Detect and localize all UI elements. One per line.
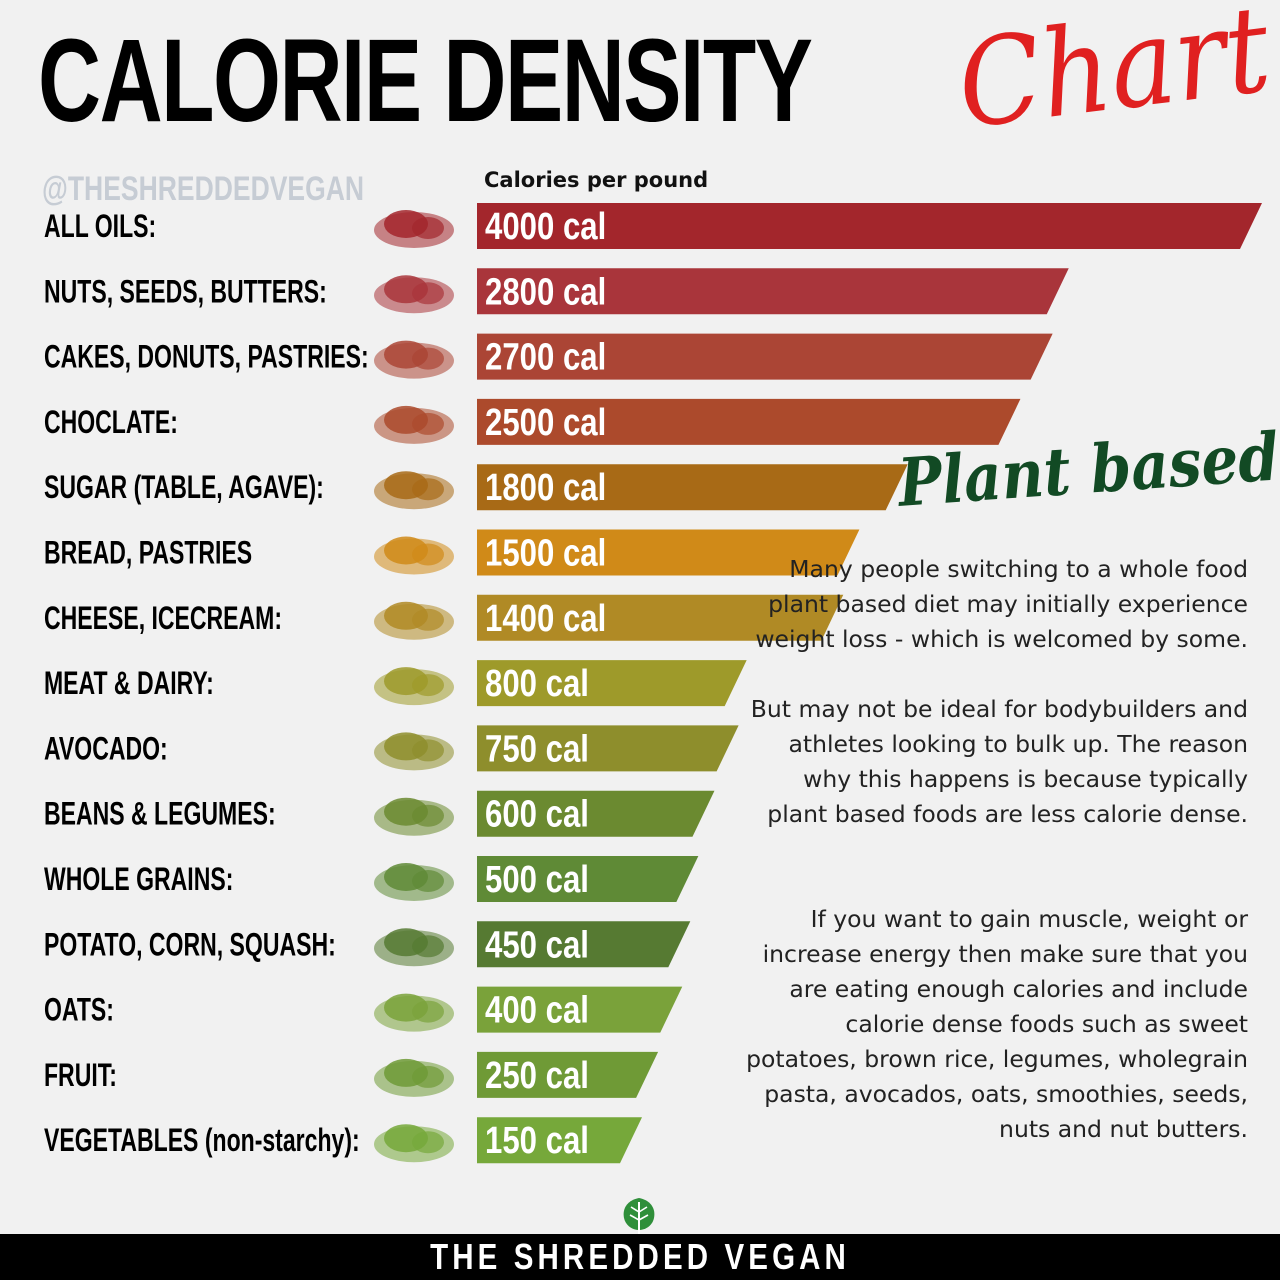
category-label: CHOCLATE: [44,404,178,440]
social-handle: @THESHREDDEDVEGAN [42,170,365,208]
paragraph-bodybuilders: But may not be ideal for bodybuilders an… [750,695,1248,828]
footer-brand-bar: THE SHREDDED VEGAN [0,1234,1280,1280]
whole-grains-icon [374,863,454,901]
bar-value-label: 450 cal [485,924,589,966]
avocado-icon [374,732,454,771]
paragraph-advice: If you want to gain muscle, weight or in… [746,905,1248,1143]
bar-value-label: 4000 cal [485,206,606,248]
bar-0 [477,203,1262,249]
axis-label: Calories per pound [484,168,709,192]
bar-4 [477,464,908,511]
bar-value-label: 400 cal [485,990,589,1032]
bar-1 [477,268,1069,315]
category-label: BREAD, PASTRIES [44,535,252,571]
bar-13 [477,1051,659,1098]
bar-value-label: 1400 cal [485,598,606,640]
bar-value-label: 750 cal [485,729,589,771]
nuts-seeds-icon [374,275,454,314]
bar-value-label: 2500 cal [485,402,606,444]
bar-value-label: 250 cal [485,1055,589,1097]
category-label: ALL OILS: [44,208,156,244]
bar-9 [477,790,715,837]
bar-12 [477,986,683,1033]
category-label: NUTS, SEEDS, BUTTERS: [44,274,327,310]
bread-loaf-icon [374,536,454,575]
bar-8 [477,725,739,772]
bar-value-label: 2700 cal [485,337,606,379]
category-label: CHEESE, ICECREAM: [44,600,282,636]
category-label: VEGETABLES (non-starchy): [44,1123,360,1159]
bar-6 [477,594,844,641]
category-label: FRUIT: [44,1057,117,1093]
banana-icon [374,1058,454,1097]
chart-title: CALORIE DENSITY [38,15,813,147]
bar-value-label: 500 cal [485,859,589,901]
category-label: OATS: [44,992,114,1028]
bar-14 [477,1117,642,1164]
meat-icon [374,667,454,706]
beans-lentils-icon [374,797,454,836]
category-label: MEAT & DAIRY: [44,665,214,701]
broccoli-icon [374,1124,454,1163]
bar-value-label: 600 cal [485,794,589,836]
bar-value-label: 1500 cal [485,533,606,575]
category-label: AVOCADO: [44,731,168,767]
sweet-potato-icon [374,928,454,967]
bar-3 [477,398,1021,445]
olive-oil-bottle-icon [374,210,454,248]
oats-icon [374,993,454,1032]
bar-value-label: 150 cal [485,1120,589,1162]
calorie-bar-chart: 4000 cal ALL OILS: 2800 cal NUTS, SEEDS, BU… [44,203,1262,1164]
bar-10 [477,856,699,902]
category-label: POTATO, CORN, SQUASH: [44,927,336,963]
donut-icon [374,340,454,379]
leaf-logo-icon [623,1198,655,1234]
agave-syrup-icon [374,471,454,510]
chocolate-icon [374,405,454,444]
bar-value-label: 800 cal [485,663,589,705]
bar-5 [477,529,860,576]
bar-2 [477,333,1053,380]
paragraph-intro: Many people switching to a whole food pl… [755,555,1248,653]
category-label: WHOLE GRAINS: [44,861,233,897]
category-label: CAKES, DONUTS, PASTRIES: [44,339,369,375]
bar-11 [477,921,691,968]
category-label: BEANS & LEGUMES: [44,796,276,832]
footer-brand-text: THE SHREDDED VEGAN [430,1236,850,1277]
cheese-icon [374,601,454,640]
category-label: SUGAR (TABLE, AGAVE): [44,470,324,506]
bar-7 [477,660,747,707]
bar-value-label: 1800 cal [485,467,606,509]
bar-value-label: 2800 cal [485,271,606,313]
